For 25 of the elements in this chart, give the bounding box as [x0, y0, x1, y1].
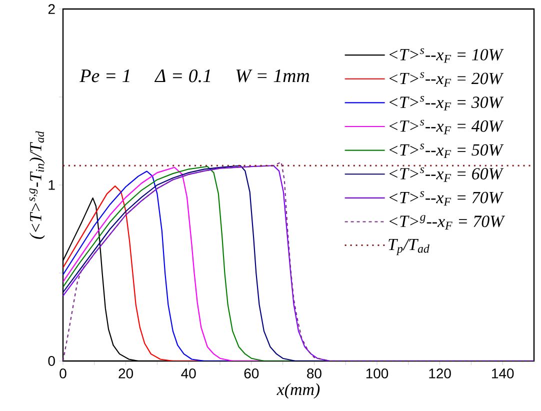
x-tick-label: 80	[307, 368, 322, 378]
legend-label: <T>$^{g}$--x$_{F}$ = 70W	[389, 215, 506, 230]
legend-label: <T>$^{s}$--x$_{F}$ = 60W	[389, 167, 504, 182]
legend-label: T$_{p}$/T$_{ad}$	[388, 238, 430, 256]
x-tick-label: 140	[492, 368, 514, 378]
x-axis-title: x(mm)	[276, 383, 320, 399]
x-tick-label: 40	[181, 368, 196, 378]
y-axis-title: (<T>$^{s,g}$-T$_{in}$)/T$_{ad}$	[29, 131, 45, 239]
x-tick-label: 0	[60, 368, 66, 378]
legend-label: <T>$^{s}$--x$_{F}$ = 20W	[389, 72, 504, 87]
annotation: W = 1mm	[236, 70, 310, 82]
y-tick-label: 1	[48, 180, 55, 190]
x-tick-label: 60	[244, 368, 259, 378]
y-tick-label: 0	[48, 356, 55, 366]
legend-label: <T>$^{s}$--x$_{F}$ = 10W	[389, 48, 504, 63]
legend-label: <T>$^{s}$--x$_{F}$ = 40W	[389, 120, 504, 134]
legend-label: <T>$^{s}$--x$_{F}$ = 70W	[389, 191, 504, 206]
annotation: Pe = 1	[80, 70, 130, 82]
annotation: Δ = 0.1	[154, 69, 210, 82]
y-tick-label: 2	[48, 4, 55, 14]
x-tick-label: 120	[429, 368, 451, 378]
legend-label: <T>$^{s}$--x$_{F}$ = 30W	[389, 96, 504, 110]
x-tick-label: 20	[118, 368, 134, 378]
x-tick-label: 100	[366, 368, 388, 378]
legend-label: <T>$^{s}$--x$_{F}$ = 50W	[389, 144, 504, 158]
